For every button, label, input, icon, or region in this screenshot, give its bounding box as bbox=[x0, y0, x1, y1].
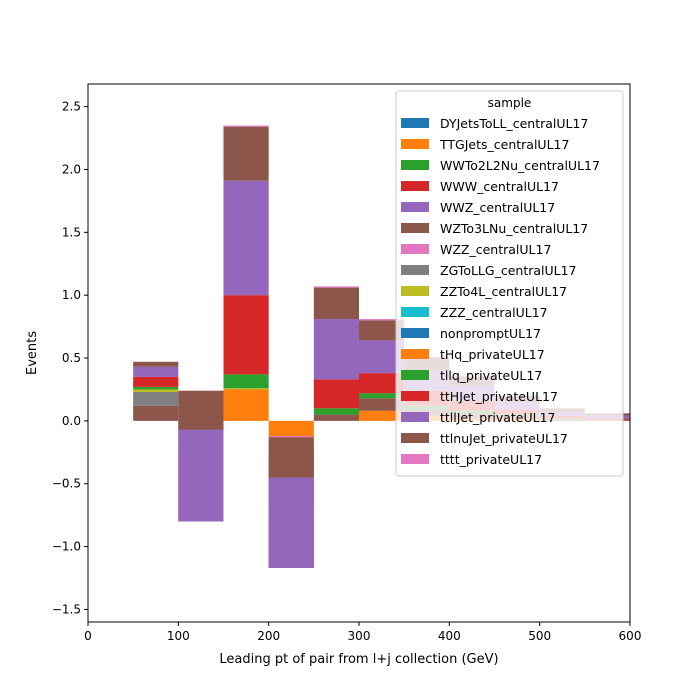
x-axis-label: Leading pt of pair from l+j collection (… bbox=[219, 652, 498, 667]
legend: sample DYJetsToLL_centralUL17 TTGJets_cent… bbox=[395, 90, 624, 477]
y-tick-label: 2.0 bbox=[62, 162, 81, 176]
legend-swatch bbox=[401, 370, 429, 380]
legend-entry-label: DYJetsToLL_centralUL17 bbox=[440, 116, 588, 131]
bar-ZZTo4L_centralUL17-bin-2 bbox=[223, 388, 269, 390]
bar-ttllJet_privateUL17-bin-0 bbox=[133, 366, 179, 377]
bar-ttllJet_privateUL17-bin-3 bbox=[268, 477, 314, 568]
legend-swatch bbox=[401, 265, 429, 275]
legend-entry-label: WWW_centralUL17 bbox=[440, 179, 559, 194]
y-axis-ticks: −1.5 −1.0 −0.5 0.0 0.5 1.0 1.5 2.0 2.5 bbox=[52, 100, 88, 616]
legend-swatch bbox=[401, 286, 429, 296]
bar-ttllJet_privateUL17-bin-2 bbox=[223, 180, 269, 296]
legend-swatch bbox=[401, 202, 429, 212]
legend-entry-label: tllq_privateUL17 bbox=[440, 368, 542, 383]
legend-entry-label: ttHJet_privateUL17 bbox=[440, 389, 558, 404]
legend-entry-label: ZZZ_centralUL17 bbox=[440, 305, 548, 320]
y-axis-label: Events bbox=[25, 331, 40, 375]
bar-ttlnuJet_privateUL17-bin-0 bbox=[133, 361, 179, 367]
x-axis-ticks: 0 100 200 300 400 500 600 bbox=[84, 622, 641, 643]
x-tick-label: 500 bbox=[528, 629, 551, 643]
y-tick-label: −1.5 bbox=[52, 602, 81, 616]
bar-ttHJet_privateUL17-bin-4 bbox=[313, 379, 359, 409]
legend-entry-label: tttt_privateUL17 bbox=[440, 452, 542, 467]
legend-entry-label: WZTo3LNu_centralUL17 bbox=[440, 221, 588, 236]
legend-entry-label: ttllJet_privateUL17 bbox=[440, 410, 556, 425]
bar-tttt_privateUL17-bin-5 bbox=[359, 319, 405, 321]
legend-entry-label: nonpromptUL17 bbox=[440, 326, 541, 341]
bar-ZZTo4L_centralUL17-bin-0 bbox=[133, 389, 179, 392]
bar-WZTo3LNu_centralUL17-bin-5 bbox=[359, 398, 405, 411]
x-tick-label: 200 bbox=[257, 629, 280, 643]
bar-ttlnuJet_privateUL17-bin-3 bbox=[268, 437, 314, 478]
legend-swatch bbox=[401, 454, 429, 464]
y-tick-label: 0.0 bbox=[62, 414, 81, 428]
bar-tllq_privateUL17-bin-4 bbox=[313, 408, 359, 415]
legend-swatch bbox=[401, 118, 429, 128]
legend-entry-label: TTGJets_centralUL17 bbox=[439, 137, 569, 152]
x-tick-label: 300 bbox=[348, 629, 371, 643]
bar-tllq_privateUL17-bin-2 bbox=[223, 374, 269, 389]
y-tick-label: 1.0 bbox=[62, 288, 81, 302]
bar-ttlnuJet_privateUL17-bin-5 bbox=[359, 320, 405, 341]
x-tick-label: 0 bbox=[84, 629, 92, 643]
legend-swatch bbox=[401, 223, 429, 233]
bar-ttlnuJet_privateUL17-bin-4 bbox=[313, 287, 359, 320]
bar-ttllJet_privateUL17-bin-4 bbox=[313, 319, 359, 380]
legend-entry-label: WZZ_centralUL17 bbox=[440, 242, 551, 257]
legend-swatch bbox=[401, 391, 429, 401]
y-tick-label: 1.5 bbox=[62, 225, 81, 239]
legend-swatch bbox=[401, 328, 429, 338]
bar-TTGJets_centralUL17-bin-2 bbox=[223, 389, 269, 421]
bar-ttHJet_privateUL17-bin-2 bbox=[223, 295, 269, 375]
bar-ttHJet_privateUL17-bin-5 bbox=[359, 373, 405, 394]
legend-entry-label: WWZ_centralUL17 bbox=[440, 200, 555, 215]
legend-swatch bbox=[401, 160, 429, 170]
bar-tllq_privateUL17-bin-5 bbox=[359, 393, 405, 399]
legend-entry-label: ZGToLLG_centralUL17 bbox=[440, 263, 577, 278]
legend-entry-label: tHq_privateUL17 bbox=[440, 347, 545, 362]
legend-swatch bbox=[401, 244, 429, 254]
x-tick-label: 600 bbox=[619, 629, 642, 643]
y-tick-label: 0.5 bbox=[62, 351, 81, 365]
bar-ttHJet_privateUL17-bin-0 bbox=[133, 376, 179, 387]
bar-WZTo3LNu_centralUL17-bin-4 bbox=[313, 414, 359, 421]
bar-tttt_privateUL17-bin-4 bbox=[313, 286, 359, 288]
legend-entry-label: ZZTo4L_centralUL17 bbox=[440, 284, 567, 299]
bar-tttt_privateUL17-bin-3 bbox=[268, 435, 314, 438]
x-tick-label: 400 bbox=[438, 629, 461, 643]
y-tick-label: −1.0 bbox=[52, 540, 81, 554]
legend-entry-label: WWTo2L2Nu_centralUL17 bbox=[440, 158, 600, 173]
legend-swatch bbox=[401, 307, 429, 317]
x-tick-label: 100 bbox=[167, 629, 190, 643]
bar-ZGToLLG_centralUL17-bin-0 bbox=[133, 391, 179, 406]
y-tick-label: −0.5 bbox=[52, 477, 81, 491]
legend-swatch bbox=[401, 433, 429, 443]
legend-swatch bbox=[401, 181, 429, 191]
bar-ttlnuJet_privateUL17-bin-2 bbox=[223, 126, 269, 181]
bar-WZTo3LNu_centralUL17-bin-0 bbox=[133, 405, 179, 421]
legend-swatch bbox=[401, 412, 429, 422]
bar-ttlnuJet_privateUL17-bin-1 bbox=[178, 390, 224, 430]
legend-box bbox=[395, 90, 624, 477]
bar-tttt_privateUL17-bin-2 bbox=[223, 125, 269, 127]
legend-title: sample bbox=[488, 96, 532, 110]
legend-swatch bbox=[401, 349, 429, 359]
bar-tllq_privateUL17-bin-0 bbox=[133, 386, 179, 390]
legend-entry-label: ttlnuJet_privateUL17 bbox=[440, 431, 568, 446]
bar-TTGJets_centralUL17-bin-5 bbox=[359, 410, 405, 421]
bar-ttllJet_privateUL17-bin-1 bbox=[178, 429, 224, 522]
y-tick-label: 2.5 bbox=[62, 100, 81, 114]
legend-swatch bbox=[401, 139, 429, 149]
